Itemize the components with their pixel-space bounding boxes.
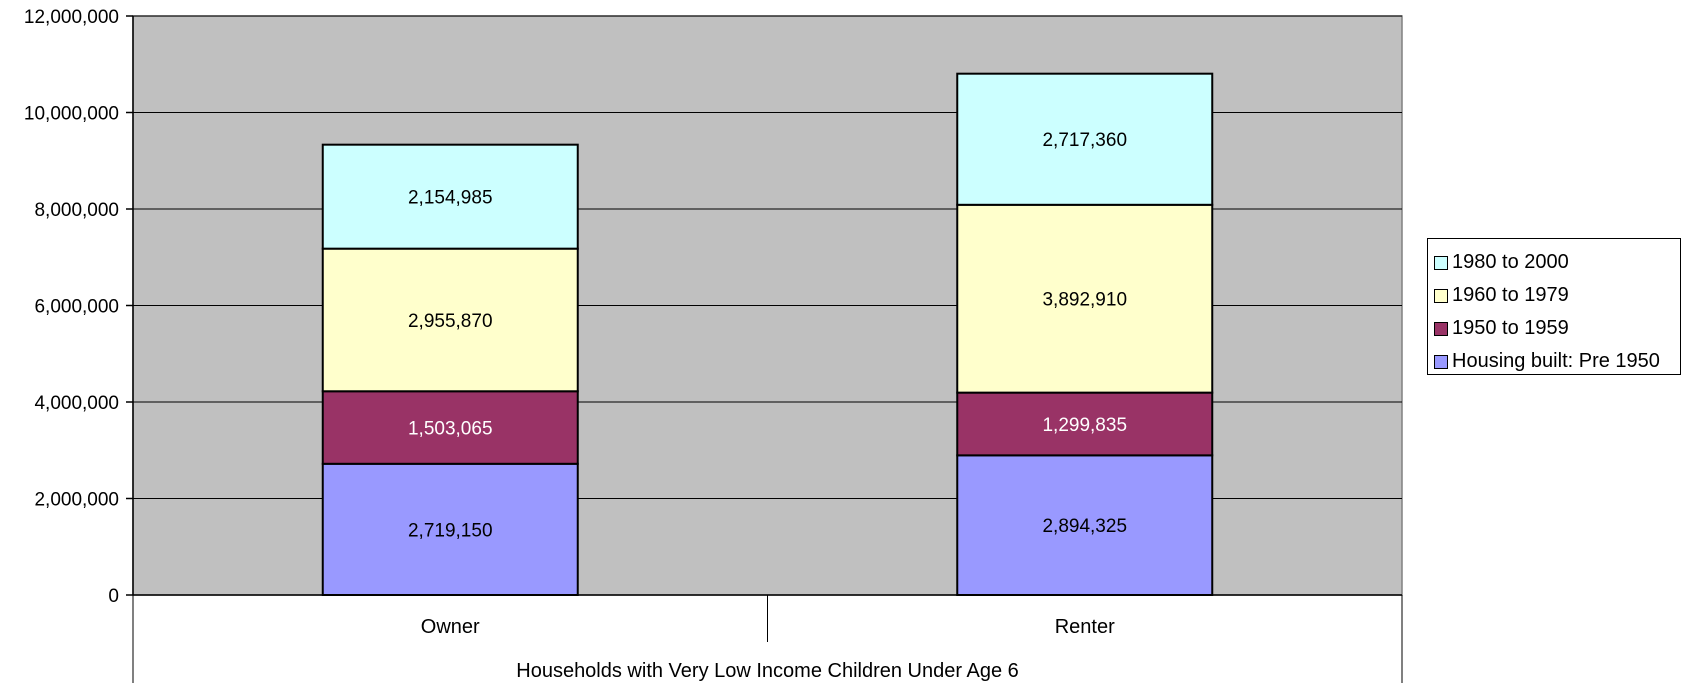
legend-label: 1980 to 2000 [1452,251,1569,273]
data-label: 2,717,360 [1042,130,1127,151]
bar-segment [956,454,1214,596]
x-tick-label: Owner [421,616,480,638]
legend-label: 1960 to 1979 [1452,284,1569,306]
legend-swatch [1434,288,1448,303]
bar-segment [956,203,1214,394]
legend-label: 1950 to 1959 [1452,317,1569,339]
bar-segment [956,72,1214,206]
data-label: 2,955,870 [408,311,493,332]
legend-item: 1950 to 1959 [1434,312,1680,345]
x-axis: Owner Renter [132,594,1403,683]
data-label: 1,503,065 [408,419,493,440]
bar-segment [321,390,579,465]
y-tick-label: 8,000,000 [34,200,119,221]
legend-item: Housing built: Pre 1950 [1434,345,1680,378]
data-label: 2,719,150 [408,520,493,541]
bar-segment [956,391,1214,457]
legend-item: 1960 to 1979 [1434,279,1680,312]
legend: 1980 to 2000 1960 to 1979 1950 to 1959 Hous… [1427,238,1681,375]
data-label: 3,892,910 [1042,290,1127,311]
bar-segment [321,143,579,250]
x-tick-label: Renter [1055,616,1115,638]
data-label: 2,894,325 [1042,516,1127,537]
y-tick-label: 2,000,000 [34,490,119,511]
bar-segment [321,247,579,393]
bars: 2,719,150 1,503,065 2,955,870 2,154,985 2,89… [321,72,1214,597]
legend-swatch [1434,354,1448,369]
data-label: 1,299,835 [1042,415,1127,436]
legend-item: 1980 to 2000 [1434,246,1680,279]
legend-swatch [1434,255,1448,270]
y-tick-label: 6,000,000 [34,297,119,318]
y-tick-label: 10,000,000 [24,104,119,125]
y-axis-ticks: 0 2,000,000 4,000,000 6,000,000 8,000,000 10,… [24,7,134,607]
data-label: 2,154,985 [408,188,493,209]
y-tick-label: 0 [108,586,119,607]
x-axis-title: Households with Very Low Income Children… [516,660,1019,682]
bar-segment [321,462,579,597]
legend-swatch [1434,321,1448,336]
y-tick-label: 4,000,000 [34,393,119,414]
legend-label: Housing built: Pre 1950 [1452,350,1660,372]
y-tick-label: 12,000,000 [24,7,119,28]
